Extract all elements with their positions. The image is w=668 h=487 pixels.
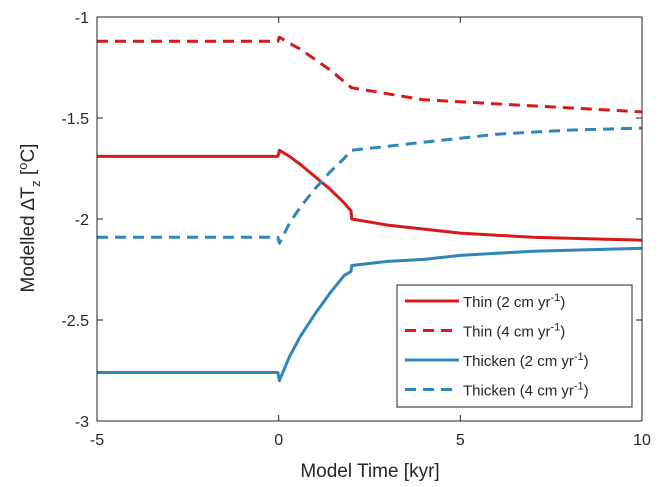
axes (96, 16, 643, 422)
x-tick-label: 10 (633, 432, 651, 449)
x-tick-label: 0 (274, 432, 283, 449)
tick-labels: -5 0 5 10 -3 -2.5 -2 -1.5 -1 (61, 10, 651, 449)
y-tick-label: -1 (75, 10, 89, 27)
series-line-1 (97, 148, 643, 242)
legend-label: Thin (2 cm yr-1) (463, 292, 565, 311)
y-tick-label: -1.5 (61, 111, 89, 128)
x-tick-label: 5 (456, 432, 465, 449)
legend-label: Thicken (2 cm yr-1) (463, 351, 589, 370)
legend-box (396, 284, 633, 408)
legend: Thin (2 cm yr-1) Thin (4 cm yr-1) Thicken … (396, 284, 633, 408)
y-tick-label: -2.5 (61, 313, 89, 330)
series-line-3 (97, 246, 643, 383)
series-line-4 (97, 126, 643, 245)
x-axis-label: Model Time [kyr] (300, 461, 439, 482)
series-line-2 (97, 35, 643, 114)
legend-label: Thicken (4 cm yr-1) (463, 381, 589, 400)
x-tick-label: -5 (90, 432, 104, 449)
plot-lines (97, 35, 643, 383)
legend-label: Thin (4 cm yr-1) (463, 322, 565, 341)
y-tick-label: -3 (75, 414, 89, 431)
y-axis-label: Modelled ∆Tz [oC] (15, 144, 43, 293)
y-tick-label: -2 (75, 212, 89, 229)
